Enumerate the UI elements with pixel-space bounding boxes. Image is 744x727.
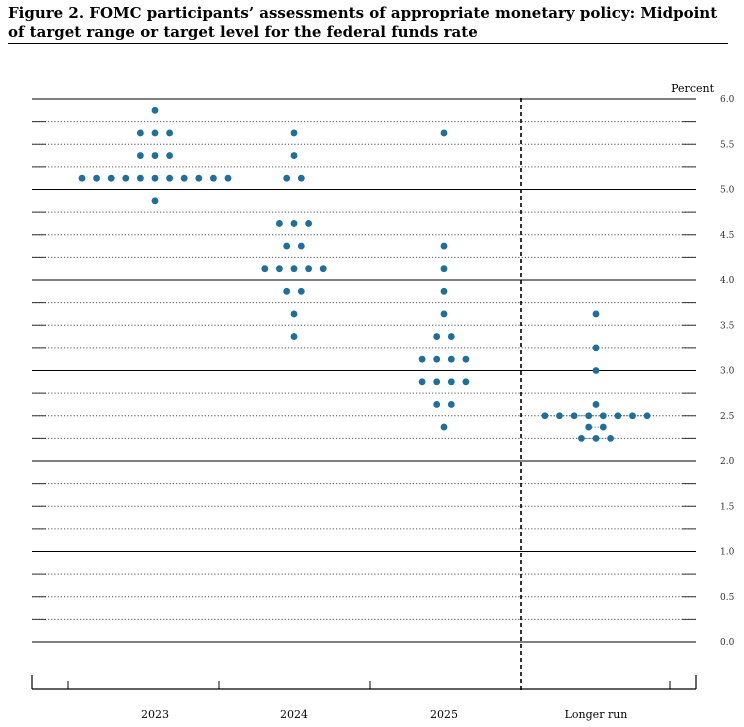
projection-dot [297,174,305,182]
projection-dot [440,423,448,431]
projection-dot [93,174,100,182]
y-tick-label: 2.0 [720,457,735,467]
projection-dot [166,152,174,159]
projection-dot [283,287,291,295]
y-axis-label: Percent [671,82,714,95]
projection-dot [78,174,86,182]
projection-dot [137,174,144,182]
y-tick-label: 2.5 [720,412,735,422]
projection-dot [297,242,305,250]
projection-dot [418,355,426,363]
y-tick-label: 3.0 [720,367,735,377]
projection-dot [319,265,327,273]
projection-dot [592,310,600,318]
projection-dot [151,129,159,137]
projection-dot [290,265,298,273]
y-tick-label: 0.0 [720,638,735,648]
projection-dot [643,412,651,420]
y-tick-label: 5.0 [720,186,735,196]
projection-dot [107,174,115,182]
label-layer: 0.0 0.5 1.0 1.5 2.0 2.5 3.0 3.5 4.0 4.5 5.0 5.5 6.0 P… [141,82,735,721]
y-tick-label: 4.5 [720,231,735,241]
y-tick-label: 4.0 [720,276,735,286]
x-category-label: 2025 [430,708,458,721]
projection-dot [290,220,298,227]
projection-dot [585,423,593,431]
x-category-label: Longer run [565,708,628,721]
projection-dot [447,333,455,340]
title-rule [8,43,728,44]
projection-dot [592,434,600,442]
projection-dot [137,129,144,137]
projection-dot [137,152,144,159]
projection-dot [447,355,455,363]
projection-dot [305,220,312,227]
projection-dot [440,129,448,137]
figure-title: Figure 2. FOMC participants’ assessments… [8,4,718,41]
projection-dot [599,423,607,431]
projection-dot [433,401,441,408]
projection-dot [122,174,130,182]
projection-dot [151,106,159,114]
projection-dot [541,412,549,420]
projection-dot [570,412,578,420]
projection-dot [210,174,217,182]
projection-dot [440,310,448,318]
projection-dot [283,242,291,250]
projection-dot [276,220,283,227]
projection-dot [433,378,441,386]
projection-dot [290,310,298,318]
projection-dot [433,355,441,363]
projection-dot [607,434,614,442]
projection-dot [418,378,426,386]
projection-dot [462,355,470,363]
x-category-label: 2024 [280,708,308,721]
projection-dot [592,367,600,374]
y-tick-label: 6.0 [720,95,735,105]
projection-dot [290,129,298,137]
y-tick-label: 1.0 [720,548,735,558]
projection-dot [585,412,593,420]
projection-dot [440,287,448,295]
grid-layer [32,98,696,643]
projection-dot [151,197,159,205]
axis-layer [31,98,697,690]
projection-dot [276,265,283,273]
projection-dot [447,378,455,386]
projection-dot [283,174,291,182]
projection-dot [151,174,159,182]
projection-dot [440,242,448,250]
projection-dot [166,174,174,182]
y-tick-label: 0.5 [720,593,735,603]
projection-dot [166,129,174,137]
projection-dot [151,152,159,159]
projection-dot [614,412,622,420]
projection-dot [180,174,188,182]
dot-layer [78,106,651,442]
projection-dot [599,412,607,420]
projection-dot [592,344,600,352]
projection-dot [224,174,232,182]
projection-dot [592,401,600,408]
y-tick-label: 3.5 [720,321,735,331]
projection-dot [297,287,305,295]
x-category-label: 2023 [141,708,169,721]
projection-dot [290,333,298,340]
projection-dot [261,265,269,273]
projection-dot [305,265,312,273]
projection-dot [447,401,455,408]
y-tick-label: 1.5 [720,502,735,512]
y-tick-label: 5.5 [720,140,735,150]
projection-dot [195,174,203,182]
projection-dot [556,412,563,420]
projection-dot [290,152,298,159]
projection-dot [629,412,636,420]
projection-dot [578,434,585,442]
projection-dot [433,333,441,340]
projection-dot [440,265,448,273]
projection-dot [462,378,470,386]
